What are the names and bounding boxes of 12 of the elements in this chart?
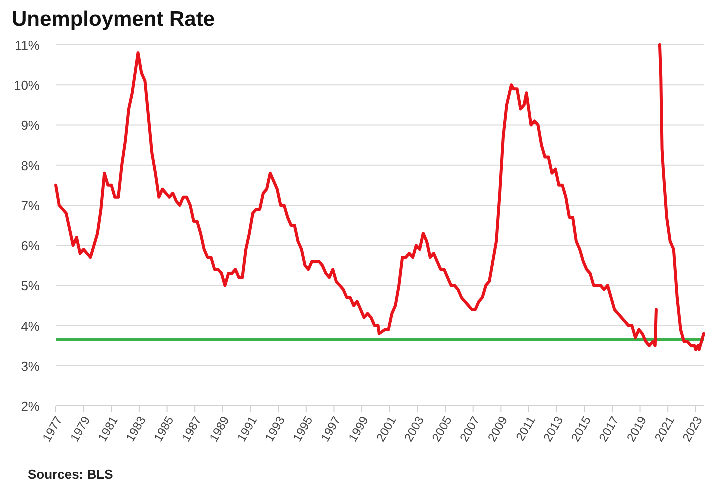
- y-tick-label: 5%: [21, 278, 40, 294]
- y-tick-label: 8%: [21, 158, 40, 174]
- y-tick-label: 4%: [21, 318, 40, 334]
- y-tick-label: 2%: [21, 399, 40, 414]
- y-tick-label: 3%: [21, 358, 40, 374]
- y-tick-label: 11%: [14, 38, 40, 53]
- source-note: Sources: BLS: [28, 467, 114, 482]
- y-tick-label: 9%: [21, 118, 40, 134]
- y-tick-label: 7%: [21, 198, 40, 214]
- y-tick-label: 10%: [14, 78, 40, 94]
- chart-title: Unemployment Rate: [12, 8, 216, 31]
- y-tick-label: 6%: [21, 238, 40, 254]
